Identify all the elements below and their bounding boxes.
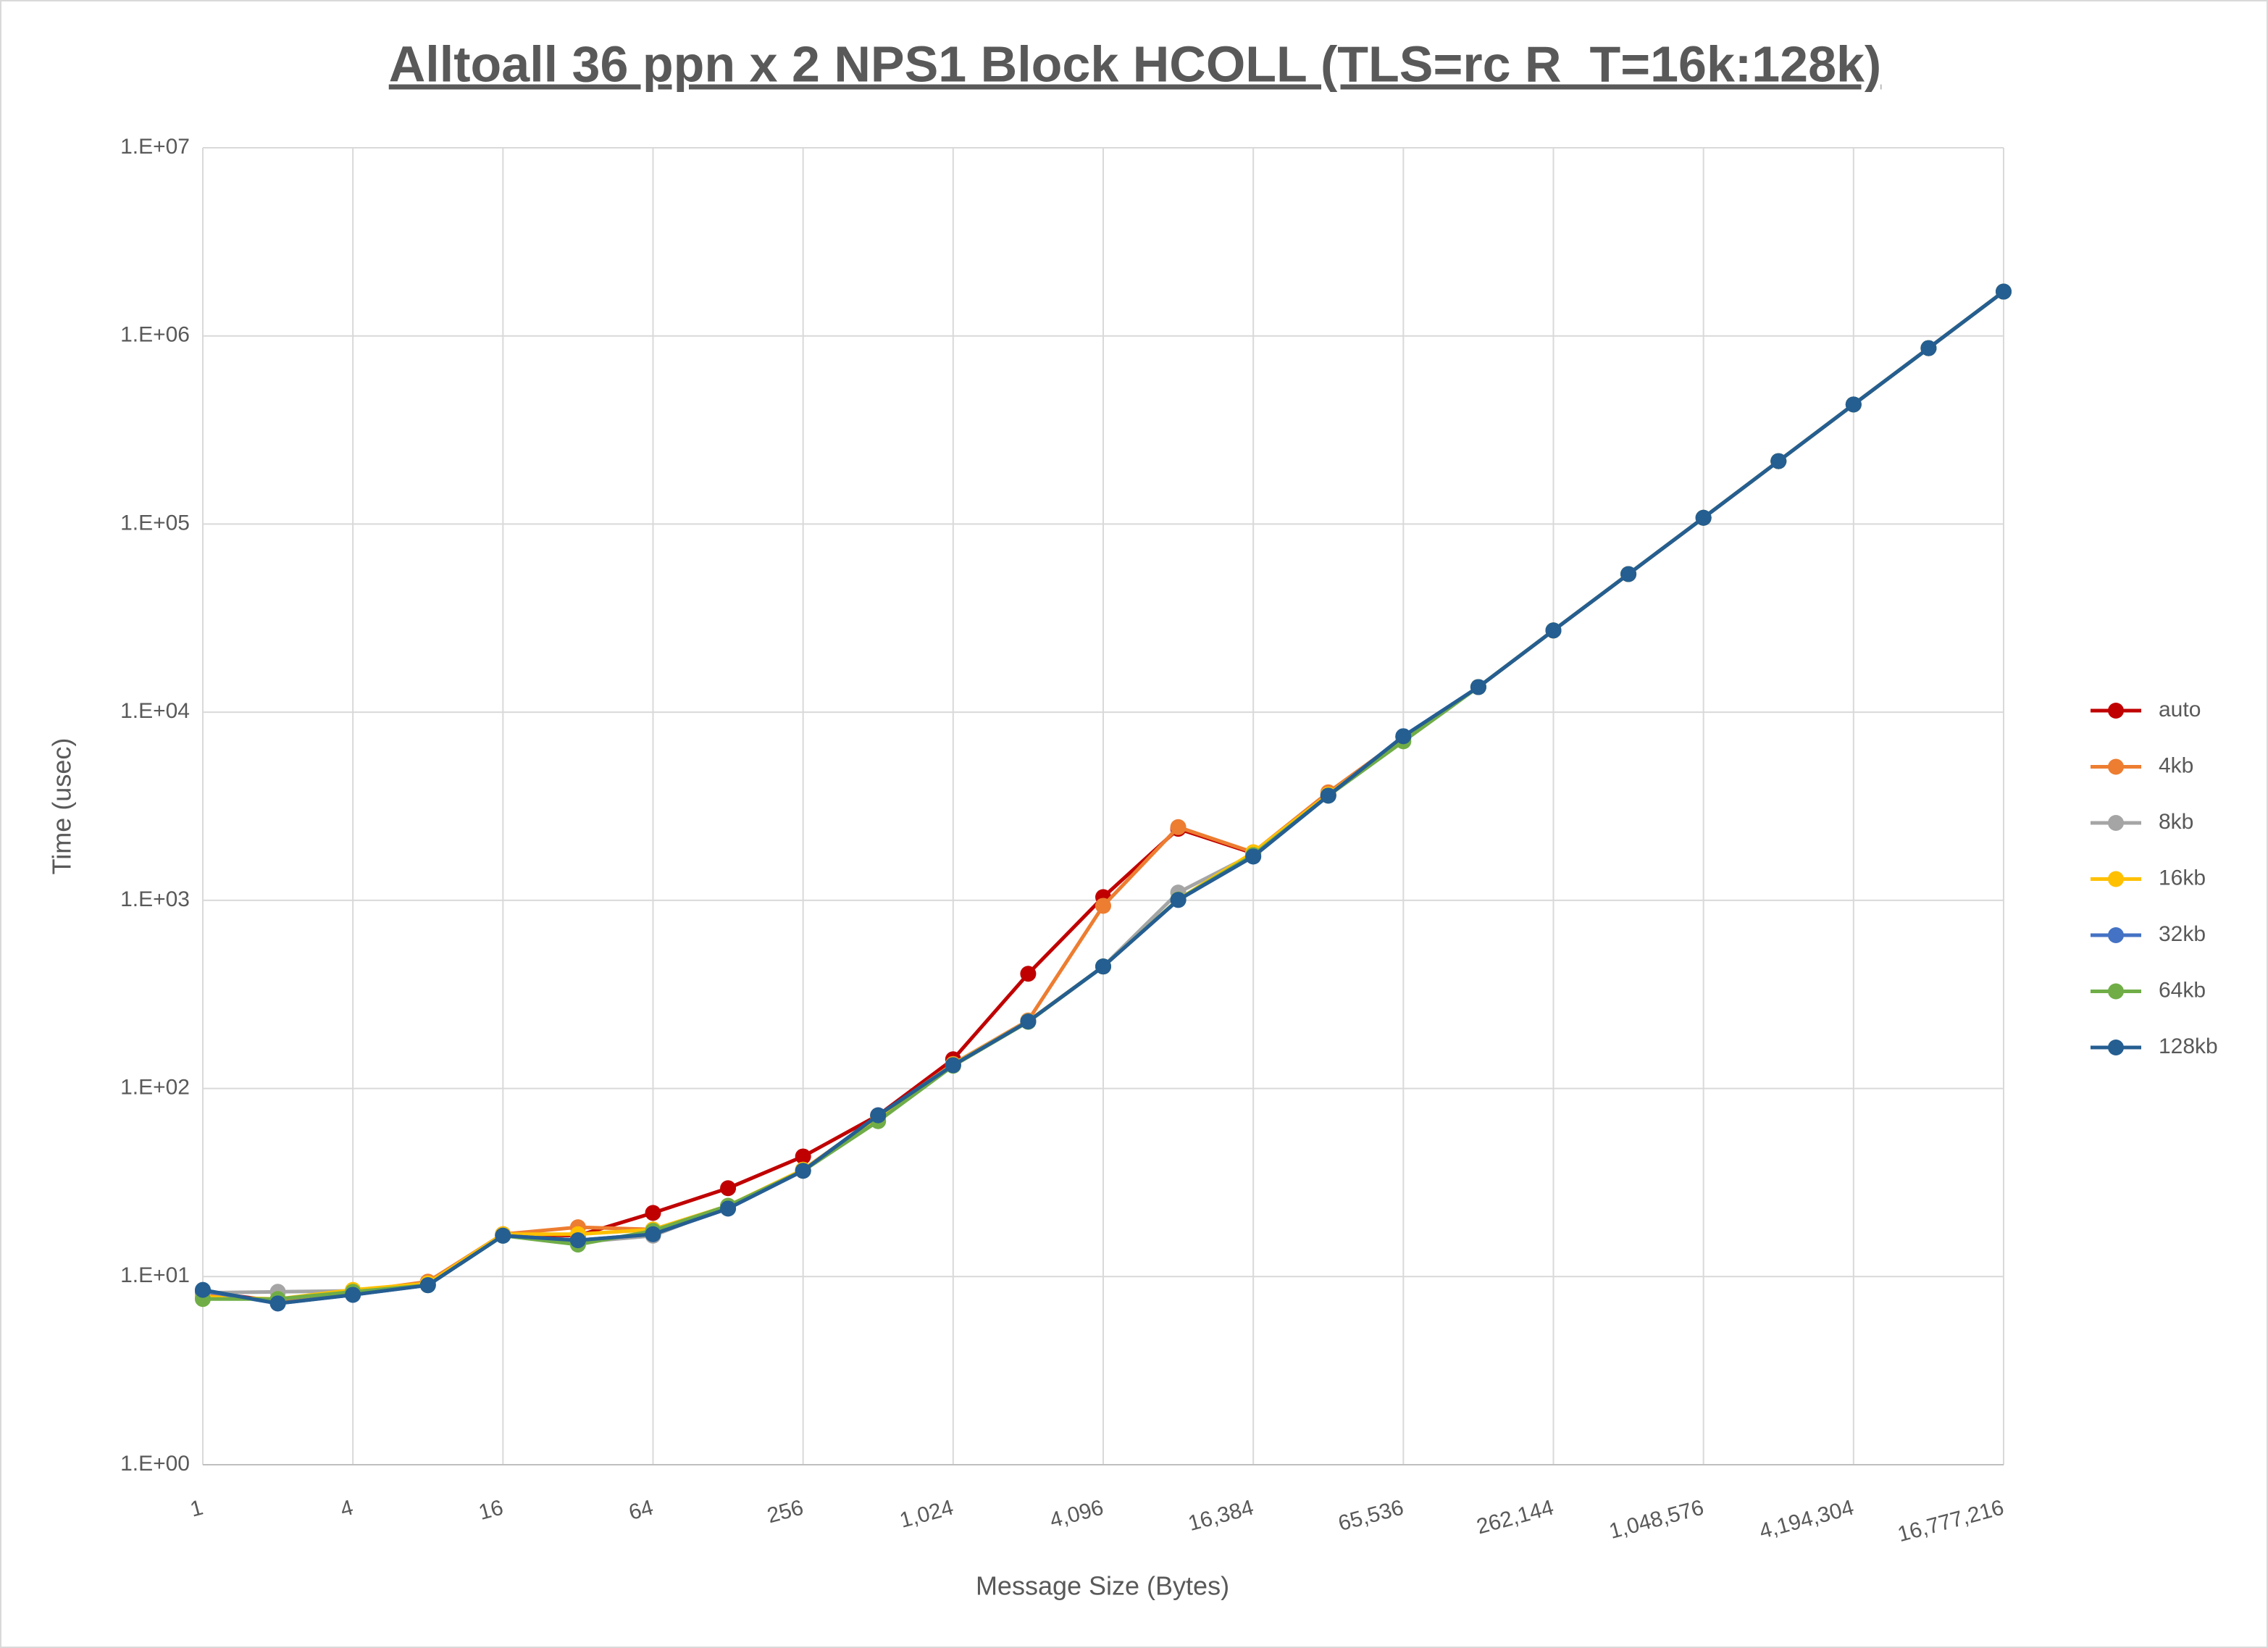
legend-label: 8kb (2159, 810, 2193, 834)
legend-label: 64kb (2159, 978, 2206, 1002)
data-point (945, 1057, 961, 1074)
data-point (345, 1287, 361, 1303)
data-point (1095, 898, 1111, 914)
y-axis-label: Time (usec) (47, 738, 77, 875)
data-point (795, 1148, 811, 1165)
legend-label: 32kb (2159, 922, 2206, 946)
data-point (1095, 958, 1111, 975)
data-point (1996, 283, 2012, 300)
legend-marker (2108, 1040, 2124, 1055)
data-point (419, 1277, 436, 1294)
legend-marker (2108, 927, 2124, 943)
data-point (720, 1200, 737, 1217)
data-point (645, 1226, 661, 1242)
data-point (1620, 566, 1637, 582)
data-point (1845, 396, 1862, 413)
data-point (1470, 679, 1486, 695)
y-tick-label: 1.E+01 (120, 1263, 190, 1287)
data-point (1245, 848, 1262, 865)
legend-marker (2108, 983, 2124, 1000)
y-tick-label: 1.E+04 (120, 699, 190, 723)
data-point (795, 1163, 811, 1179)
data-point (870, 1107, 887, 1124)
data-point (1770, 453, 1787, 469)
data-point (495, 1227, 511, 1244)
legend-marker (2108, 703, 2124, 719)
legend-marker (2108, 815, 2124, 831)
data-point (1170, 819, 1187, 835)
y-tick-label: 1.E+06 (120, 323, 190, 347)
y-tick-label: 1.E+03 (120, 887, 190, 911)
y-tick-label: 1.E+07 (120, 135, 190, 159)
data-point (1395, 728, 1412, 745)
legend-label: auto (2159, 698, 2201, 721)
data-point (1170, 892, 1187, 908)
legend-marker (2108, 871, 2124, 887)
legend-label: 128kb (2159, 1034, 2218, 1058)
y-tick-label: 1.E+05 (120, 511, 190, 535)
legend-marker (2108, 758, 2124, 775)
data-point (195, 1281, 211, 1298)
data-point (1920, 340, 1937, 356)
data-point (1020, 966, 1037, 982)
data-point (1695, 509, 1712, 526)
data-point (1545, 622, 1562, 639)
legend-label: 16kb (2159, 866, 2206, 890)
data-point (645, 1205, 661, 1221)
data-point (569, 1232, 586, 1249)
y-tick-label: 1.E+00 (120, 1452, 190, 1476)
data-point (1020, 1013, 1037, 1030)
data-point (269, 1295, 286, 1312)
legend-label: 4kb (2159, 753, 2193, 777)
data-point (1320, 787, 1336, 804)
data-point (720, 1180, 737, 1197)
chart-title: Alltoall 36 ppn x 2 NPS1 Block HCOLL (TL… (389, 35, 1882, 92)
x-axis-label: Message Size (Bytes) (976, 1571, 1229, 1601)
y-tick-label: 1.E+02 (120, 1075, 190, 1099)
